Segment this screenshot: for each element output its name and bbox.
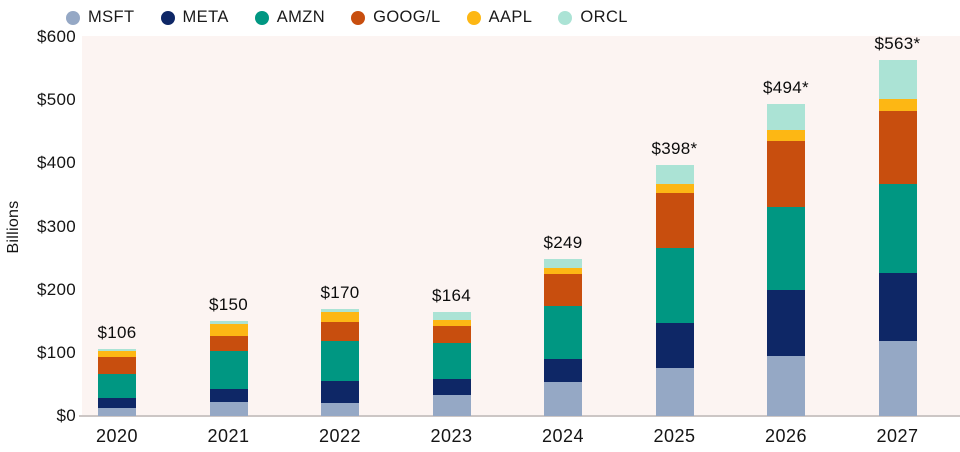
- x-tick-label-2022: 2022: [318, 426, 362, 446]
- bar-segment-amzn-2022: [321, 340, 359, 382]
- legend-item-meta: META: [160, 8, 229, 27]
- legend-dot-meta: [160, 10, 175, 25]
- legend-item-amzn: AMZN: [254, 8, 326, 27]
- legend-label: GOOG/L: [373, 8, 441, 26]
- legend-dot-orcl: [558, 10, 573, 25]
- bar-total-label-2021: $150: [208, 295, 249, 315]
- bar-segment-googl-2020: [98, 356, 136, 375]
- y-tick-label: $600: [36, 27, 76, 46]
- x-tick-label-2021: 2021: [207, 426, 250, 446]
- bar-segment-aapl-2022: [321, 312, 359, 322]
- bar-segment-meta-2025: [655, 322, 694, 368]
- x-tick-label-2023: 2023: [430, 426, 473, 446]
- x-tick-label-2025: 2025: [653, 426, 696, 446]
- x-tick-label-2024: 2024: [541, 426, 585, 446]
- legend: MSFT META AMZN GOOG/L AAPL ORCL: [66, 8, 628, 27]
- legend-label: ORCL: [580, 8, 628, 26]
- legend-dot-msft: [66, 10, 80, 25]
- bar-segment-amzn-2025: [655, 247, 694, 323]
- bar-segment-orcl-2027: [878, 60, 917, 99]
- bar-segment-amzn-2027: [878, 183, 917, 274]
- bar-segment-msft-2020: [98, 408, 136, 416]
- bar-segment-aapl-2024: [544, 268, 582, 274]
- bar-total-label-2025: $398*: [651, 138, 698, 158]
- bar-segment-msft-2025: [655, 367, 694, 416]
- bar-segment-orcl-2023: [432, 312, 471, 320]
- bar-total-label-2024: $249: [543, 232, 583, 252]
- bar-segment-orcl-2024: [544, 258, 582, 269]
- bar-segment-orcl-2020: [98, 349, 136, 351]
- bar-total-label-2023: $164: [431, 286, 472, 306]
- bar-segment-msft-2027: [878, 341, 917, 416]
- bar-segment-meta-2026: [767, 289, 805, 356]
- legend-dot-googl: [351, 10, 366, 25]
- x-axis-line: [79, 415, 960, 417]
- legend-dot-aapl: [466, 10, 481, 25]
- bar-segment-amzn-2026: [767, 206, 805, 290]
- bar-total-label-2026: $494*: [763, 77, 809, 97]
- bar-segment-aapl-2023: [432, 319, 471, 326]
- bar-segment-msft-2026: [767, 355, 805, 416]
- bar-segment-orcl-2026: [767, 103, 805, 130]
- x-tick-label-2020: 2020: [95, 426, 139, 446]
- bar-segment-amzn-2023: [432, 343, 471, 379]
- legend-item-aapl: AAPL: [466, 8, 533, 27]
- bar-segment-meta-2020: [98, 398, 136, 409]
- x-tick-label-2026: 2026: [764, 426, 808, 446]
- bar-segment-meta-2024: [544, 359, 582, 382]
- bar-segment-orcl-2022: [321, 308, 359, 313]
- bar-segment-amzn-2020: [98, 374, 136, 399]
- bar-total-label-2027: $563*: [874, 34, 921, 54]
- bar-segment-meta-2023: [432, 378, 471, 395]
- bar-segment-aapl-2026: [767, 129, 805, 142]
- bar-segment-meta-2021: [209, 389, 248, 403]
- bar-total-label-2022: $170: [320, 282, 360, 302]
- bar-segment-googl-2022: [321, 321, 359, 341]
- y-tick-label: $100: [36, 342, 76, 362]
- legend-item-orcl: ORCL: [558, 8, 627, 27]
- y-tick-label: $400: [36, 153, 76, 173]
- y-tick-label: $500: [36, 90, 76, 110]
- legend-label: AAPL: [488, 8, 533, 26]
- bar-segment-aapl-2021: [209, 323, 248, 336]
- bar-total-label-2020: $106: [97, 323, 137, 343]
- bar-segment-msft-2021: [209, 402, 248, 416]
- bar-segment-googl-2026: [767, 141, 805, 207]
- x-tick-label-2027: 2027: [876, 426, 919, 446]
- bar-segment-meta-2027: [878, 273, 917, 342]
- legend-dot-amzn: [254, 10, 269, 25]
- bar-segment-msft-2024: [544, 381, 582, 416]
- bar-segment-googl-2027: [878, 110, 917, 184]
- bar-segment-googl-2021: [209, 335, 248, 351]
- bar-segment-googl-2023: [432, 325, 471, 344]
- bar-segment-aapl-2020: [98, 350, 136, 357]
- bar-segment-orcl-2021: [209, 321, 248, 324]
- bar-segment-aapl-2025: [655, 183, 694, 193]
- bar-segment-amzn-2021: [209, 350, 248, 390]
- bar-segment-aapl-2027: [878, 98, 917, 111]
- legend-item-googl: GOOG/L: [351, 8, 441, 27]
- legend-item-msft: MSFT: [66, 8, 135, 27]
- y-tick-label: $0: [56, 406, 76, 425]
- bar-segment-msft-2023: [432, 394, 471, 416]
- legend-label: MSFT: [88, 8, 135, 26]
- legend-label: META: [182, 8, 229, 26]
- bar-segment-googl-2025: [655, 193, 694, 248]
- y-tick-label: $300: [36, 216, 76, 236]
- bar-segment-amzn-2024: [544, 306, 582, 360]
- legend-label: AMZN: [276, 8, 326, 26]
- bar-segment-meta-2022: [321, 381, 359, 403]
- bar-segment-msft-2022: [321, 402, 359, 416]
- y-tick-label: $200: [36, 279, 76, 299]
- bar-segment-orcl-2025: [655, 164, 694, 184]
- bar-segment-googl-2024: [544, 273, 582, 307]
